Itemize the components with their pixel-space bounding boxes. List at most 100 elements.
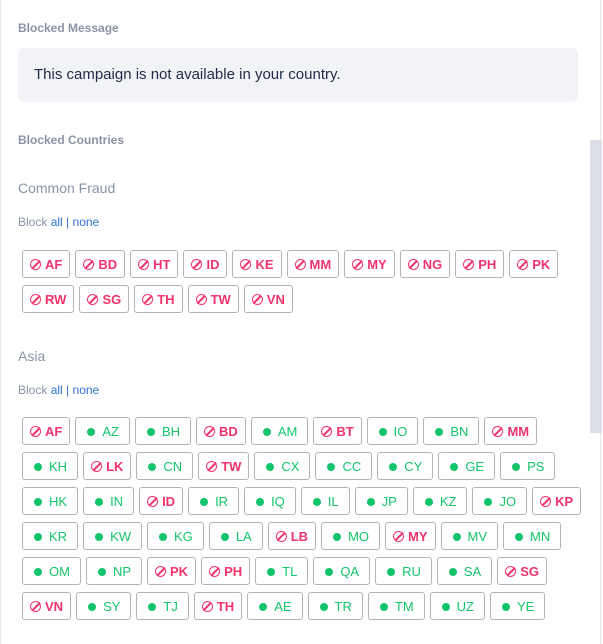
blocked-icon [393,530,405,542]
country-chip-om[interactable]: OM [22,557,81,585]
country-code: PH [224,563,243,579]
country-chip-np[interactable]: NP [85,557,143,585]
country-code: MM [309,256,332,272]
country-chip-bt[interactable]: BT [313,417,362,445]
blocked-icon [191,258,203,270]
separator: | [66,215,70,229]
country-chip-bd[interactable]: BD [75,250,126,278]
country-chip-bn[interactable]: BN [423,417,480,445]
country-code: TJ [163,598,178,614]
country-chip-kg[interactable]: KG [147,522,204,550]
blocked-countries-label: Blocked Countries [18,133,125,147]
country-chip-kw[interactable]: KW [83,522,143,550]
country-chip-sg[interactable]: SG [497,557,548,585]
country-chip-ps[interactable]: PS [500,452,556,480]
country-code: CN [163,458,183,474]
country-chip-ae[interactable]: AE [247,592,303,620]
country-chip-ge[interactable]: GE [438,452,496,480]
country-code: MO [348,528,370,544]
country-chip-mm[interactable]: MM [286,250,340,278]
country-chip-io[interactable]: IO [366,417,419,445]
country-chip-az[interactable]: AZ [75,417,130,445]
country-chip-qa[interactable]: QA [313,557,371,585]
country-chip-am[interactable]: AM [250,417,309,445]
country-chip-tj[interactable]: TJ [136,592,189,620]
country-code: RU [402,563,421,579]
country-chip-ph[interactable]: PH [455,250,505,278]
country-chip-my[interactable]: MY [385,522,436,550]
country-chip-mm[interactable]: MM [484,417,538,445]
allowed-dot-icon [448,568,457,576]
country-chip-jp[interactable]: JP [354,487,408,515]
country-chip-bd[interactable]: BD [196,417,246,445]
country-chip-pk[interactable]: PK [509,250,559,278]
country-chip-tw[interactable]: TW [187,285,239,313]
scrollbar-thumb[interactable] [590,140,602,433]
country-chip-cc[interactable]: CC [315,452,373,480]
country-chip-in[interactable]: IN [83,487,135,515]
country-chip-th[interactable]: TH [193,592,243,620]
country-code: MY [408,528,428,544]
country-chip-mo[interactable]: MO [321,522,381,550]
country-code: TH [216,598,235,614]
country-chip-iq[interactable]: IQ [244,487,296,515]
country-chip-af[interactable]: AF [22,250,71,278]
country-chip-sa[interactable]: SA [436,557,493,585]
country-chip-sy[interactable]: SY [76,592,132,620]
country-chip-hk[interactable]: HK [22,487,79,515]
country-chip-ph[interactable]: PH [201,557,251,585]
country-chip-ru[interactable]: RU [375,557,432,585]
block-none-link[interactable]: none [72,215,100,229]
country-chip-kp[interactable]: KP [532,487,582,515]
country-chip-kr[interactable]: KR [22,522,79,550]
allowed-dot-icon [327,463,336,471]
country-chip-lb[interactable]: LB [267,522,317,550]
country-chip-jo[interactable]: JO [472,487,528,515]
country-chip-cn[interactable]: CN [136,452,194,480]
country-chip-kz[interactable]: KZ [412,487,468,515]
country-chip-bh[interactable]: BH [134,417,192,445]
allowed-dot-icon [148,463,157,471]
blocked-icon [540,495,552,507]
country-chip-ht[interactable]: HT [130,250,179,278]
country-chip-pk[interactable]: PK [147,557,197,585]
country-chip-tm[interactable]: TM [367,592,425,620]
country-chip-tl[interactable]: TL [255,557,309,585]
country-chip-ng[interactable]: NG [399,250,451,278]
country-chips-common-fraud: AF BD HT ID KE MM MY NG PH PK RW SG TH TW VN [22,250,588,313]
country-chip-la[interactable]: LA [208,522,263,550]
country-chip-tw[interactable]: TW [198,452,250,480]
country-chip-cy[interactable]: CY [377,452,434,480]
country-chip-th[interactable]: TH [134,285,183,313]
block-all-link[interactable]: all [50,215,63,229]
country-code: PS [527,458,545,474]
country-chip-ke[interactable]: KE [232,250,282,278]
country-chip-id[interactable]: ID [183,250,228,278]
country-chip-cx[interactable]: CX [254,452,311,480]
country-chip-uz[interactable]: UZ [429,592,486,620]
country-chip-kh[interactable]: KH [22,452,79,480]
country-code: NG [422,256,443,272]
country-code: PH [478,256,497,272]
country-chip-sg[interactable]: SG [79,285,130,313]
country-chip-ir[interactable]: IR [188,487,240,515]
allowed-dot-icon [378,428,387,436]
country-chip-my[interactable]: MY [344,250,395,278]
country-chip-il[interactable]: IL [300,487,350,515]
allowed-dot-icon [387,568,396,576]
block-none-link[interactable]: none [72,383,100,397]
country-chip-vn[interactable]: VN [22,592,72,620]
country-chip-lk[interactable]: LK [83,452,132,480]
country-chip-vn[interactable]: VN [243,285,293,313]
blocked-message-field[interactable]: This campaign is not available in your c… [18,48,578,102]
country-chip-mv[interactable]: MV [440,522,499,550]
blocked-icon [204,425,216,437]
country-code: SG [520,563,540,579]
country-chip-ye[interactable]: YE [490,592,546,620]
block-all-link[interactable]: all [50,383,63,397]
country-chip-rw[interactable]: RW [22,285,75,313]
country-chip-mn[interactable]: MN [503,522,562,550]
country-chip-af[interactable]: AF [22,417,71,445]
country-chip-id[interactable]: ID [139,487,184,515]
country-chip-tr[interactable]: TR [307,592,363,620]
